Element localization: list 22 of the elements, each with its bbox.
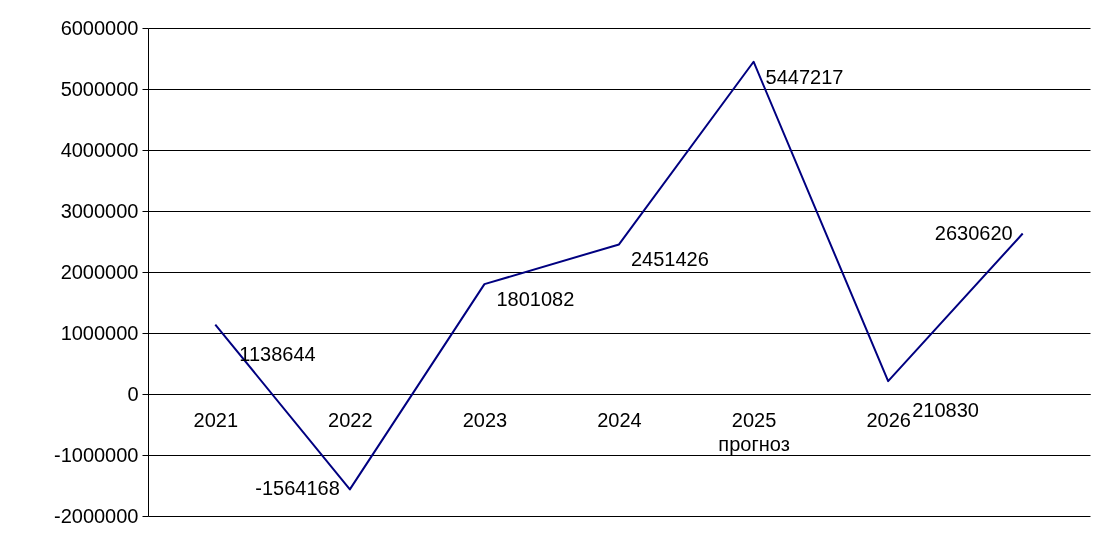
x-tick-label: 2024 <box>597 408 642 431</box>
y-tick-label: -2000000 <box>53 504 139 527</box>
y-tick-label: 2000000 <box>60 260 139 283</box>
y-tick-label: 6000000 <box>60 16 139 39</box>
y-tick-label: -1000000 <box>53 443 139 466</box>
x-tick-label: 2025 прогноз <box>718 408 790 455</box>
data-label: 1138644 <box>239 342 316 365</box>
x-tick-label: 2026 <box>866 408 911 431</box>
data-label: 1801082 <box>496 288 575 311</box>
data-label: 2630620 <box>934 221 1013 244</box>
data-label: 210830 <box>912 399 979 422</box>
data-label: 2451426 <box>631 248 709 271</box>
data-label: 5447217 <box>765 65 844 88</box>
x-tick-label: 2022 <box>328 408 373 431</box>
y-tick-label: 5000000 <box>60 77 139 100</box>
y-tick-label: 3000000 <box>60 199 139 222</box>
data-label: -1564168 <box>255 477 340 500</box>
y-tick-label: 1000000 <box>60 321 139 344</box>
x-tick-label: 2023 <box>462 408 508 431</box>
y-tick-label: 4000000 <box>60 138 139 161</box>
y-tick-label: 0 <box>127 382 139 405</box>
x-tick-label: 2021 <box>193 408 239 431</box>
